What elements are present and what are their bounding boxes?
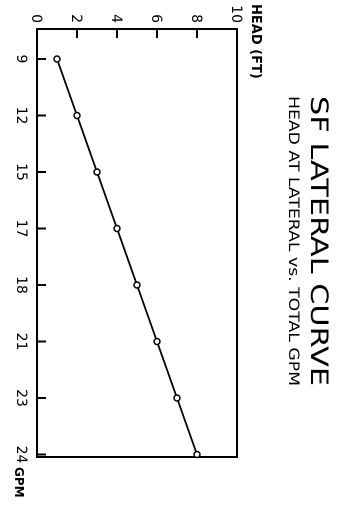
series-line: [56, 58, 198, 455]
y-tick-label: 4: [108, 14, 124, 23]
y-tick-label: 0: [28, 14, 44, 23]
x-tick-label: 15: [13, 163, 29, 181]
y-tick-label: 10: [228, 5, 244, 23]
x-tick-label: 23: [13, 389, 29, 407]
chart-title: SF LATERAL CURVE: [305, 96, 333, 386]
x-tick-label: 24: [13, 446, 29, 464]
plot-frame: [36, 28, 238, 458]
y-tick-label: 2: [68, 14, 84, 23]
y-tick-label: 6: [148, 14, 164, 23]
x-tick-label: 12: [13, 107, 29, 125]
x-tick-label: 21: [13, 333, 29, 351]
y-tick-label: 8: [188, 14, 204, 23]
y-axis-label: HEAD (FT): [248, 4, 263, 79]
x-tick-label: 9: [13, 55, 29, 64]
x-axis-label: GPM: [12, 467, 26, 498]
x-tick-label: 18: [13, 276, 29, 294]
x-tick-label: 17: [13, 220, 29, 238]
data-point: [73, 111, 81, 120]
data-point: [193, 450, 201, 459]
rotated-chart-group: SF LATERAL CURVE HEAD AT LATERAL vs. TOT…: [12, 4, 333, 498]
data-point: [173, 394, 181, 402]
data-point: [113, 224, 121, 233]
data-point: [153, 337, 161, 346]
chart-subtitle: HEAD AT LATERAL vs. TOTAL GPM: [285, 96, 301, 386]
data-point: [93, 168, 101, 176]
data-point: [133, 281, 141, 289]
data-point: [53, 55, 61, 63]
